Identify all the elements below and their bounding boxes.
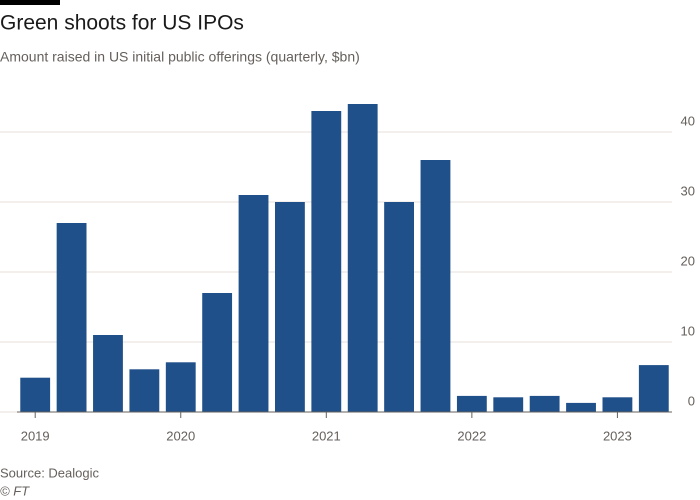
bar	[93, 335, 123, 412]
y-tick-label: 40	[681, 113, 695, 128]
brand-bar	[0, 0, 60, 5]
bar	[202, 293, 233, 412]
bar	[165, 362, 196, 412]
y-tick-label: 0	[688, 393, 695, 408]
bar	[493, 397, 524, 412]
x-tick-label: 2022	[457, 428, 486, 443]
x-tick-label: 2021	[312, 428, 341, 443]
bar	[347, 104, 378, 412]
x-tick-label: 2023	[603, 428, 632, 443]
y-tick-label: 20	[681, 253, 695, 268]
bar	[384, 202, 415, 412]
bar	[274, 202, 305, 412]
bar	[566, 402, 596, 412]
source: Source: Dealogic	[0, 465, 99, 480]
chart-title: Green shoots for US IPOs	[0, 12, 244, 35]
x-tick-label: 2019	[21, 428, 50, 443]
bar	[238, 195, 269, 412]
bar	[56, 223, 87, 412]
y-tick-label: 30	[681, 183, 695, 198]
bar	[420, 160, 451, 412]
bar	[638, 365, 669, 412]
bar	[529, 395, 560, 412]
x-tick-label: 2020	[166, 428, 195, 443]
credit: © FT	[0, 483, 30, 498]
chart-subtitle: Amount raised in US initial public offer…	[0, 49, 360, 65]
bar	[311, 111, 342, 412]
bar	[129, 369, 160, 412]
bar	[20, 377, 51, 412]
bar	[602, 397, 633, 412]
bar	[456, 395, 487, 412]
y-tick-label: 10	[681, 323, 695, 338]
